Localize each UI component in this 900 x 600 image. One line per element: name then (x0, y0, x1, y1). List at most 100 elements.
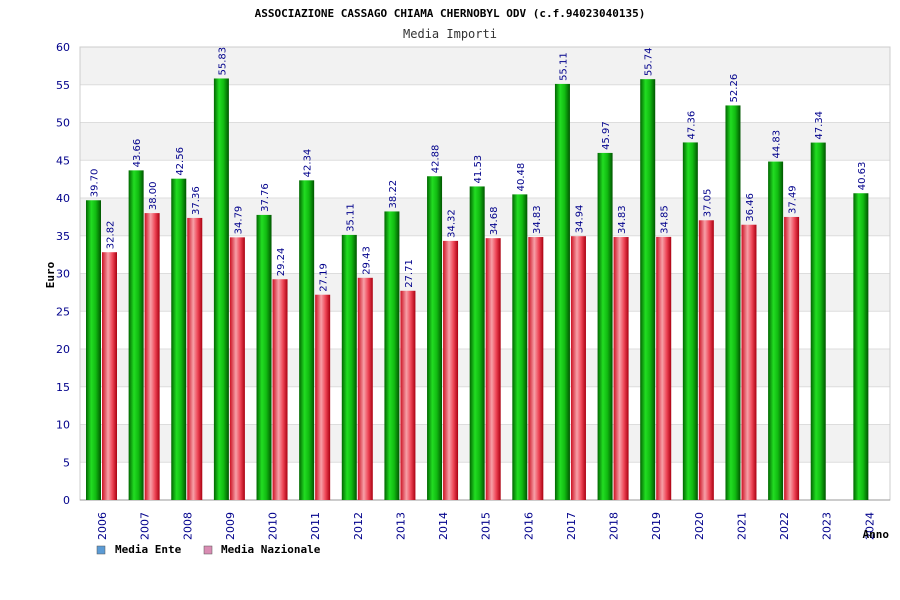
data-label: 29.24 (276, 248, 287, 277)
value-labels-group: 39.70 32.82 43.66 38.00 42.56 37.36 55.83 34.79… (90, 47, 868, 292)
data-label: 29.43 (361, 246, 372, 275)
y-tick-label: 50 (56, 117, 70, 130)
bar-media-ente (427, 176, 443, 501)
bar-media-ente (171, 178, 187, 500)
chart-subtitle: Media Importi (403, 27, 497, 41)
plot-band (80, 84, 890, 123)
data-label: 40.63 (857, 162, 868, 191)
x-tick-label: 2012 (352, 512, 365, 540)
data-label: 27.19 (319, 263, 330, 292)
bar-media-nazionale (400, 290, 416, 500)
bar-media-ente (86, 200, 101, 500)
bar-media-ente (469, 186, 485, 501)
bar-media-nazionale (485, 238, 501, 500)
x-tick-label: 2008 (181, 512, 194, 540)
x-tick-label: 2022 (778, 512, 791, 540)
y-tick-label: 0 (63, 494, 70, 507)
bar-media-nazionale (102, 252, 117, 500)
data-label: 37.05 (702, 189, 713, 218)
y-tick-label: 5 (63, 456, 70, 469)
bar-media-ente (725, 105, 741, 500)
bar-media-nazionale (741, 224, 757, 501)
bar-media-nazionale (528, 237, 544, 500)
x-tick-label: 2009 (224, 512, 237, 540)
bar-media-ente (341, 234, 357, 500)
plot-band (80, 47, 890, 85)
data-label: 47.34 (814, 111, 825, 140)
x-tick-label: 2013 (394, 512, 407, 540)
data-label: 39.70 (90, 169, 101, 198)
x-tick-label: 2014 (437, 512, 450, 540)
bar-media-nazionale (443, 240, 459, 500)
bar-media-nazionale (613, 237, 629, 500)
data-label: 34.68 (489, 207, 500, 236)
bar-media-ente (597, 152, 613, 500)
bar-media-nazionale (315, 294, 331, 500)
y-tick-label: 40 (56, 192, 70, 205)
data-label: 37.49 (788, 185, 799, 214)
y-tick-label: 15 (56, 381, 70, 394)
bar-media-nazionale (656, 236, 672, 500)
bars-group (86, 78, 869, 501)
bar-media-ente (640, 79, 656, 501)
x-tick-label: 2023 (821, 512, 834, 540)
data-label: 34.85 (660, 205, 671, 234)
x-tick-label: 2020 (693, 512, 706, 540)
chart-title: ASSOCIAZIONE CASSAGO CHIAMA CHERNOBYL OD… (255, 7, 646, 20)
bar-media-ente (810, 142, 826, 500)
data-label: 35.11 (345, 203, 356, 232)
plot-band (80, 122, 890, 161)
bar-media-ente (768, 161, 784, 500)
bar-media-nazionale (272, 279, 288, 500)
x-tick-label: 2024 (863, 512, 876, 540)
bar-media-nazionale (784, 216, 800, 500)
data-label: 55.83 (217, 47, 228, 76)
y-tick-label: 45 (56, 154, 70, 167)
data-label: 38.00 (148, 181, 159, 210)
x-tick-label: 2010 (267, 512, 280, 540)
data-label: 34.83 (617, 205, 628, 234)
data-label: 37.76 (260, 183, 271, 212)
data-label: 36.46 (745, 193, 756, 222)
x-tick-label: 2019 (650, 512, 663, 540)
bar-media-ente (213, 78, 229, 501)
data-label: 38.22 (388, 180, 399, 209)
data-label: 32.82 (106, 221, 117, 250)
data-label: 42.56 (175, 147, 186, 176)
y-tick-label: 55 (56, 79, 70, 92)
data-label: 55.11 (558, 52, 569, 81)
y-tick-label: 10 (56, 419, 70, 432)
data-label: 41.53 (473, 155, 484, 184)
bar-media-nazionale (357, 277, 373, 500)
data-label: 27.71 (404, 259, 415, 288)
data-label: 44.83 (772, 130, 783, 159)
bar-media-ente (853, 193, 869, 500)
y-tick-label: 60 (56, 41, 70, 54)
legend-label-media-nazionale: Media Nazionale (221, 543, 321, 556)
y-axis-ticks: 0 5 10 15 20 25 30 35 40 45 50 55 60 (56, 41, 70, 507)
data-label: 37.36 (191, 186, 202, 215)
data-label: 42.34 (303, 149, 314, 178)
x-tick-label: 2006 (96, 512, 109, 540)
data-label: 55.74 (644, 48, 655, 77)
y-tick-label: 20 (56, 343, 70, 356)
bar-media-ente (384, 211, 400, 500)
bar-media-nazionale (698, 220, 714, 500)
x-axis-ticks: 2006 2007 2008 2009 2010 2011 2012 2013 2014 2015… (96, 512, 876, 540)
bar-media-ente (299, 180, 315, 500)
x-tick-label: 2017 (565, 512, 578, 540)
bar-media-nazionale (570, 236, 586, 500)
bar-media-ente (682, 142, 698, 500)
x-tick-label: 2015 (480, 512, 493, 540)
bar-media-nazionale (229, 237, 245, 500)
y-tick-label: 30 (56, 268, 70, 281)
legend-label-media-ente: Media Ente (115, 543, 182, 556)
bar-media-ente (256, 214, 272, 501)
legend: Media Ente Media Nazionale (96, 543, 321, 556)
y-tick-label: 25 (56, 305, 70, 318)
bar-media-ente (128, 170, 144, 500)
legend-swatch-media-ente (96, 545, 106, 555)
data-label: 34.32 (447, 209, 458, 238)
y-tick-label: 35 (56, 230, 70, 243)
